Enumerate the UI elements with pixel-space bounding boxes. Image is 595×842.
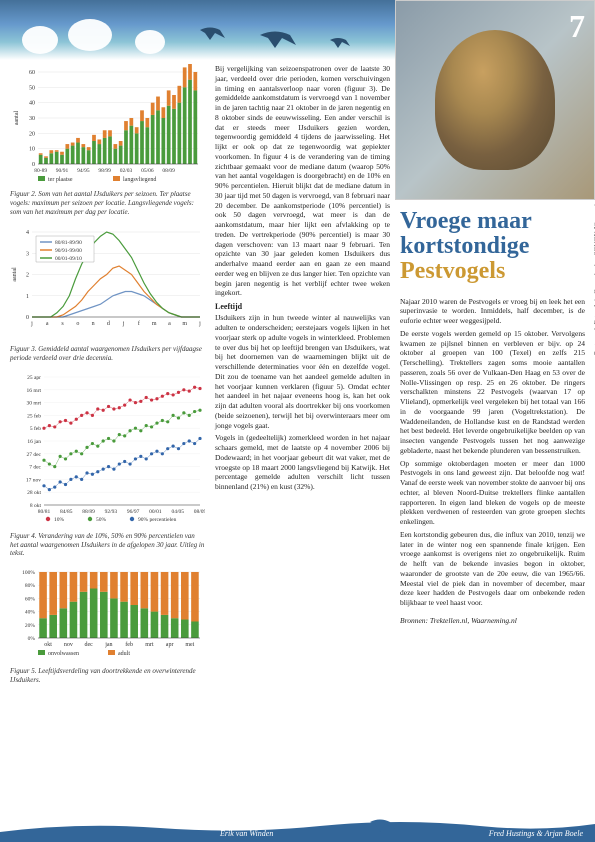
svg-text:08/09: 08/09 bbox=[162, 168, 175, 174]
svg-text:40%: 40% bbox=[25, 610, 36, 616]
mid-p3: Vogels in (gedeeltelijk) zomerkleed word… bbox=[215, 433, 390, 492]
svg-text:80/81: 80/81 bbox=[38, 509, 51, 515]
figure-2-chart: 0102030405060aantal80-8990/9194/9598/990… bbox=[10, 64, 205, 184]
svg-text:17 nov: 17 nov bbox=[26, 477, 41, 483]
footer: Erik van Winden Fred Hustings & Arjan Bo… bbox=[0, 814, 595, 842]
svg-text:60%: 60% bbox=[25, 596, 36, 602]
svg-text:3: 3 bbox=[26, 252, 29, 258]
svg-text:10: 10 bbox=[29, 147, 35, 153]
svg-text:m: m bbox=[152, 321, 157, 327]
svg-text:aantal: aantal bbox=[12, 267, 18, 282]
figure-5-caption: Figuur 5. Leeftijdsverdeling van doortre… bbox=[10, 667, 205, 685]
svg-text:d: d bbox=[107, 321, 110, 327]
svg-text:5 feb: 5 feb bbox=[30, 425, 41, 432]
svg-text:84/85: 84/85 bbox=[60, 509, 73, 515]
hero-photo-pestvogel bbox=[395, 0, 595, 200]
svg-text:j: j bbox=[122, 321, 125, 327]
figure-4-caption: Figuur 4. Verandering van de 10%, 50% en… bbox=[10, 532, 205, 558]
figure-3-chart: 0 1 2 3 4 aantal j a s o n d j f m a m j 80/81-89/90 90/91-… bbox=[10, 224, 205, 339]
svg-text:j: j bbox=[30, 321, 33, 327]
svg-text:20%: 20% bbox=[25, 623, 36, 629]
mid-p2: IJsduikers zijn in hun tweede winter al … bbox=[215, 313, 390, 430]
article-title: Vroege maar kortstondige Pestvogels bbox=[400, 209, 585, 285]
svg-text:04/05: 04/05 bbox=[171, 509, 184, 515]
page-number: 7 bbox=[569, 8, 585, 45]
article-sources: Bronnen: Trektellen.nl, Waarneming.nl bbox=[400, 616, 585, 626]
svg-text:7 dec: 7 dec bbox=[29, 464, 41, 470]
svg-text:a: a bbox=[168, 321, 171, 327]
svg-text:50: 50 bbox=[29, 85, 35, 91]
svg-text:94/95: 94/95 bbox=[77, 168, 90, 174]
figure-3-caption: Figuur 3. Gemiddeld aantal waargenomen I… bbox=[10, 345, 205, 363]
svg-text:25 apr: 25 apr bbox=[27, 375, 41, 381]
svg-text:0%: 0% bbox=[28, 636, 36, 642]
svg-text:10%: 10% bbox=[54, 517, 65, 523]
svg-text:m: m bbox=[182, 321, 187, 327]
figure-5-chart: 0% 20% 40% 60% 80% 100% okt nov dec jan feb mrt apr m… bbox=[10, 566, 205, 661]
svg-text:27 dec: 27 dec bbox=[26, 452, 41, 458]
svg-text:00/01-09/10: 00/01-09/10 bbox=[55, 256, 82, 262]
svg-text:80/81-89/90: 80/81-89/90 bbox=[55, 240, 82, 246]
svg-text:mrt: mrt bbox=[145, 642, 154, 648]
svg-text:02/03: 02/03 bbox=[120, 168, 133, 174]
svg-text:f: f bbox=[138, 320, 140, 327]
svg-text:okt: okt bbox=[44, 642, 52, 648]
svg-text:n: n bbox=[92, 321, 95, 327]
svg-text:apr: apr bbox=[166, 642, 174, 648]
author-right: Fred Hustings & Arjan Boele bbox=[489, 829, 583, 838]
svg-text:40: 40 bbox=[29, 101, 35, 107]
svg-text:jan: jan bbox=[104, 642, 112, 648]
svg-text:25 feb: 25 feb bbox=[27, 412, 41, 419]
svg-text:feb: feb bbox=[125, 641, 133, 648]
svg-text:langsvliegend: langsvliegend bbox=[123, 177, 156, 183]
svg-text:80-89: 80-89 bbox=[34, 168, 47, 174]
article-p1: Najaar 2010 waren de Pestvogels er vroeg… bbox=[400, 297, 585, 326]
svg-text:mei: mei bbox=[185, 642, 194, 648]
author-left: Erik van Winden bbox=[220, 829, 273, 838]
svg-text:100%: 100% bbox=[22, 570, 35, 576]
svg-text:adult: adult bbox=[118, 651, 130, 657]
svg-text:60: 60 bbox=[29, 70, 35, 76]
svg-text:s: s bbox=[61, 321, 64, 327]
svg-text:16 mrt: 16 mrt bbox=[26, 388, 41, 394]
section-head-leeftijd: Leeftijd bbox=[215, 302, 390, 312]
left-column: 0 10 20 30 40 50 60 aantal 80-89 90/91 94/95 98/99 0… bbox=[10, 64, 205, 693]
svg-text:16 jan: 16 jan bbox=[27, 439, 41, 445]
svg-text:dec: dec bbox=[84, 642, 93, 648]
svg-text:96/97: 96/97 bbox=[127, 509, 140, 515]
svg-text:00/01: 00/01 bbox=[149, 509, 162, 515]
svg-text:2: 2 bbox=[26, 273, 29, 279]
svg-text:88/89: 88/89 bbox=[82, 509, 95, 515]
svg-text:28 okt: 28 okt bbox=[27, 490, 41, 496]
svg-text:90/91: 90/91 bbox=[56, 168, 69, 174]
figure-4-chart: 25 apr 16 mrt 30 mrt 25 feb 5 feb 16 jan 27 de… bbox=[10, 371, 205, 526]
svg-text:20: 20 bbox=[29, 131, 35, 137]
middle-column: Bij vergelijking van seizoenspatronen ov… bbox=[215, 64, 390, 693]
svg-text:a: a bbox=[46, 321, 49, 327]
svg-text:90% percentielen: 90% percentielen bbox=[138, 517, 177, 523]
svg-text:1: 1 bbox=[26, 294, 29, 300]
svg-text:80%: 80% bbox=[25, 583, 36, 589]
svg-text:onvolwassen: onvolwassen bbox=[48, 651, 79, 657]
article-p3: Op sommige oktoberdagen moeten er meer d… bbox=[400, 459, 585, 527]
svg-text:30: 30 bbox=[29, 116, 35, 122]
svg-text:92/93: 92/93 bbox=[105, 509, 118, 515]
svg-text:05/06: 05/06 bbox=[141, 168, 154, 174]
svg-text:o: o bbox=[76, 321, 79, 327]
article-p4: Een kortstondig gebeuren dus, die influx… bbox=[400, 530, 585, 608]
mid-p1: Bij vergelijking van seizoenspatronen ov… bbox=[215, 64, 390, 298]
svg-text:30 mrt: 30 mrt bbox=[26, 400, 41, 406]
svg-text:90/91-99/00: 90/91-99/00 bbox=[55, 248, 82, 254]
svg-text:nov: nov bbox=[64, 642, 73, 648]
article-p2: De eerste vogels werden gemeld op 15 okt… bbox=[400, 329, 585, 456]
svg-text:ter plaatse: ter plaatse bbox=[48, 177, 73, 183]
svg-text:4: 4 bbox=[26, 230, 29, 236]
svg-text:98/99: 98/99 bbox=[98, 168, 111, 174]
figure-2-caption: Figuur 2. Som van het aantal IJsduikers … bbox=[10, 190, 205, 216]
svg-text:50%: 50% bbox=[96, 517, 107, 523]
svg-text:aantal: aantal bbox=[14, 111, 20, 126]
svg-text:08/09: 08/09 bbox=[194, 509, 205, 515]
svg-text:0: 0 bbox=[26, 315, 29, 321]
svg-text:j: j bbox=[198, 321, 201, 327]
